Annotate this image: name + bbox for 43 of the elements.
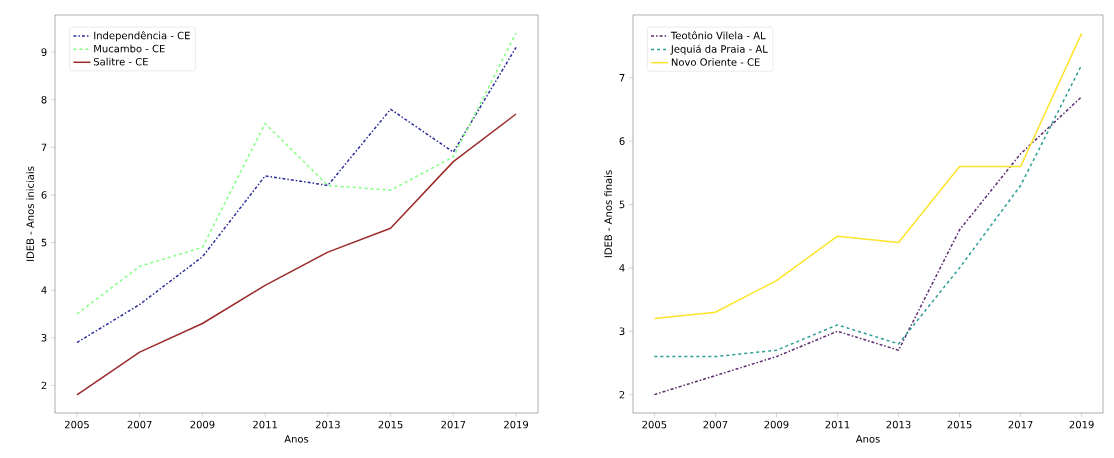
y-tick-label: 4 — [41, 286, 47, 294]
legend-label: Jequiá da Praia - AL — [670, 44, 768, 55]
x-tick-label: 2017 — [1008, 420, 1033, 429]
x-tick-label: 2019 — [504, 420, 529, 429]
legend-label: Novo Oriente - CE — [671, 58, 760, 66]
x-tick-label: 2019 — [1069, 420, 1094, 429]
x-tick-label: 2015 — [378, 420, 403, 429]
y-tick-label: 3 — [619, 327, 625, 336]
y-tick-label: 6 — [41, 191, 47, 199]
x-tick-label: 2007 — [703, 420, 728, 429]
legend-label: Salitre - CE — [93, 57, 148, 66]
x-tick-label: 2013 — [315, 420, 340, 429]
x-tick-label: 2009 — [764, 420, 789, 429]
y-tick-label: 5 — [41, 238, 47, 247]
y-tick-label: 2 — [619, 390, 625, 399]
legend-label: Mucambo - CE — [94, 44, 165, 53]
y-tick-label: 5 — [619, 200, 625, 209]
y-tick-label: 4 — [619, 264, 625, 272]
x-tick-label: 2007 — [127, 420, 152, 429]
y-tick-label: 8 — [41, 95, 47, 104]
y-tick-label: 7 — [619, 74, 625, 82]
y-tick-label: 9 — [41, 48, 47, 56]
x-tick-label: 2005 — [64, 420, 89, 429]
x-axis-title: Anos — [855, 435, 880, 443]
x-tick-label: 2015 — [947, 420, 972, 429]
y-tick-label: 3 — [41, 333, 47, 342]
x-tick-label: 2011 — [253, 420, 277, 429]
x-tick-label: 2013 — [886, 420, 911, 429]
y-tick-label: 7 — [41, 143, 47, 151]
y-tick-label: 2 — [41, 381, 47, 390]
legend-label: Independência - CE — [94, 31, 190, 42]
y-axis-title: IDEB - Anos finais — [604, 170, 612, 258]
x-tick-label: 2009 — [190, 420, 215, 429]
x-axis-title: Anos — [284, 435, 309, 443]
y-tick-label: 6 — [619, 137, 625, 145]
x-tick-label: 2011 — [825, 420, 850, 429]
legend-label: Teotônio Vilela - AL — [670, 31, 766, 40]
line-series — [653, 64, 1083, 358]
line-series — [653, 32, 1083, 320]
x-tick-label: 2005 — [642, 420, 667, 429]
line-series — [76, 113, 517, 396]
y-axis-title: IDEB - Anos iniciais — [26, 166, 34, 261]
x-tick-label: 2017 — [441, 420, 466, 429]
